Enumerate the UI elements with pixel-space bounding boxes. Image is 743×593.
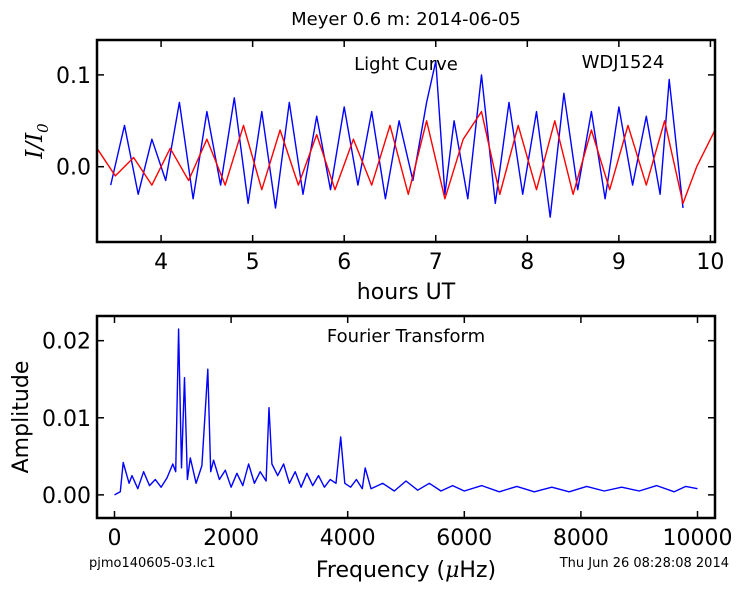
light-curve-x-axis: 4 5 6 7 8 9 10 xyxy=(154,40,724,275)
light-curve-x-tick-label: 4 xyxy=(154,250,168,275)
fourier-series-line-0 xyxy=(114,328,698,496)
y-label-subscript: 0 xyxy=(34,123,52,133)
fourier-x-tick-label: 8000 xyxy=(553,526,609,551)
x-label-mu: μ xyxy=(445,558,459,583)
fourier-x-tick-label: 2000 xyxy=(203,526,259,551)
fourier-x-tick-label: 4000 xyxy=(320,526,376,551)
light-curve-x-tick-label: 9 xyxy=(612,250,626,275)
light-curve-x-tick-label: 8 xyxy=(520,250,534,275)
light-curve-frame xyxy=(95,38,717,244)
light-curve-title: Light Curve xyxy=(354,54,458,75)
fourier-x-label: Frequency (μHz) xyxy=(316,558,496,583)
fourier-y-tick-label: 0.01 xyxy=(42,407,91,432)
fourier-x-tick-label: 0 xyxy=(107,526,121,551)
light-curve-x-tick-label: 7 xyxy=(429,250,443,275)
light-curve-star-label: WDJ1524 xyxy=(582,52,665,73)
fourier-y-label: Amplitude xyxy=(9,361,34,474)
fourier-y-tick-label: 0.00 xyxy=(42,484,91,509)
footer-timestamp: Thu Jun 26 08:28:08 2014 xyxy=(559,556,729,571)
fourier-x-tick-label: 6000 xyxy=(436,526,492,551)
fourier-x-tick-label: 10000 xyxy=(663,526,733,551)
y-label-numerator: I xyxy=(22,149,48,160)
fourier-panel: 0 2000 4000 6000 8000 10000 0.00 0.01 0.02 Four… xyxy=(9,314,733,583)
light-curve-x-tick-label: 6 xyxy=(337,250,351,275)
light-curve-x-label: hours UT xyxy=(357,280,456,305)
light-curve-y-tick-label: 0.0 xyxy=(56,156,91,181)
fourier-title: Fourier Transform xyxy=(327,326,485,347)
fourier-x-axis: 0 2000 4000 6000 8000 10000 xyxy=(107,316,733,551)
light-curve-x-tick-label: 5 xyxy=(246,250,260,275)
fourier-series-group xyxy=(114,328,698,496)
light-curve-y-label: I/I0 xyxy=(22,123,52,160)
light-curve-series-line-1 xyxy=(97,110,715,205)
footer-filename: pjmo140605-03.lc1 xyxy=(89,556,216,571)
light-curve-panel: 4 5 6 7 8 9 10 0.0 0.1 Light Curve WDJ1524 hour… xyxy=(22,38,724,305)
fourier-y-axis: 0.00 0.01 0.02 xyxy=(42,330,715,509)
y-label-denominator: I xyxy=(22,132,48,143)
fourier-y-tick-label: 0.02 xyxy=(42,330,91,355)
x-label-suffix: Hz) xyxy=(459,558,496,583)
light-curve-y-axis: 0.0 0.1 xyxy=(56,64,715,181)
light-curve-x-tick-label: 10 xyxy=(696,250,724,275)
svg-text:I/I0: I/I0 xyxy=(22,123,52,160)
light-curve-y-tick-label: 0.1 xyxy=(56,64,91,89)
figure-title: Meyer 0.6 m: 2014-06-05 xyxy=(291,9,521,30)
x-label-prefix: Frequency ( xyxy=(316,558,445,583)
light-curve-series-group xyxy=(97,60,715,218)
light-curve-series-line-0 xyxy=(110,60,684,218)
y-label-slash: / xyxy=(22,140,48,152)
fourier-frame xyxy=(95,314,717,520)
